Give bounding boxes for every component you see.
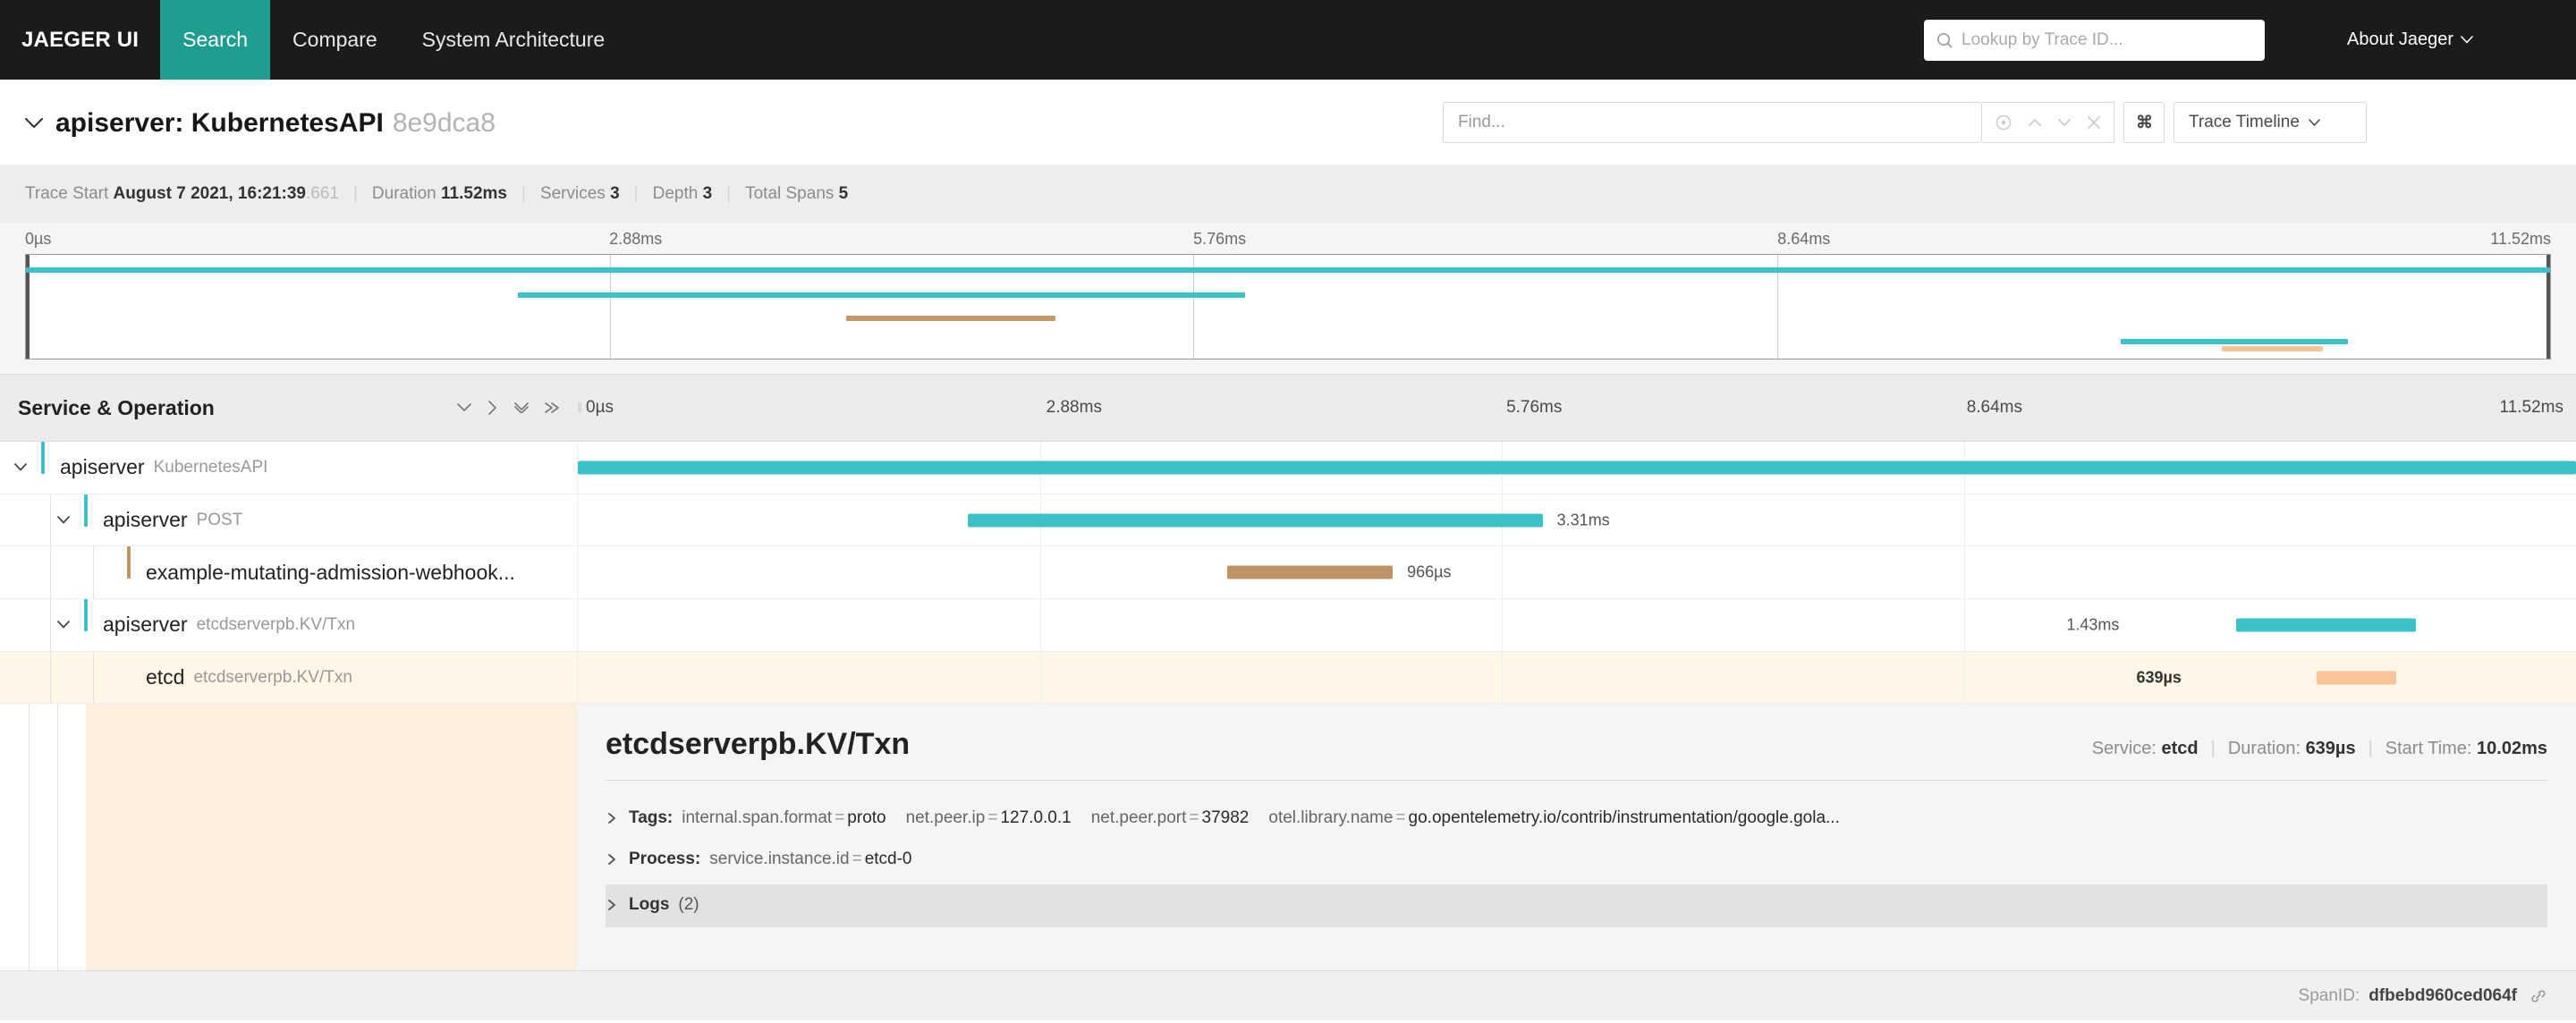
svg-text:⌘: ⌘	[2136, 114, 2153, 132]
